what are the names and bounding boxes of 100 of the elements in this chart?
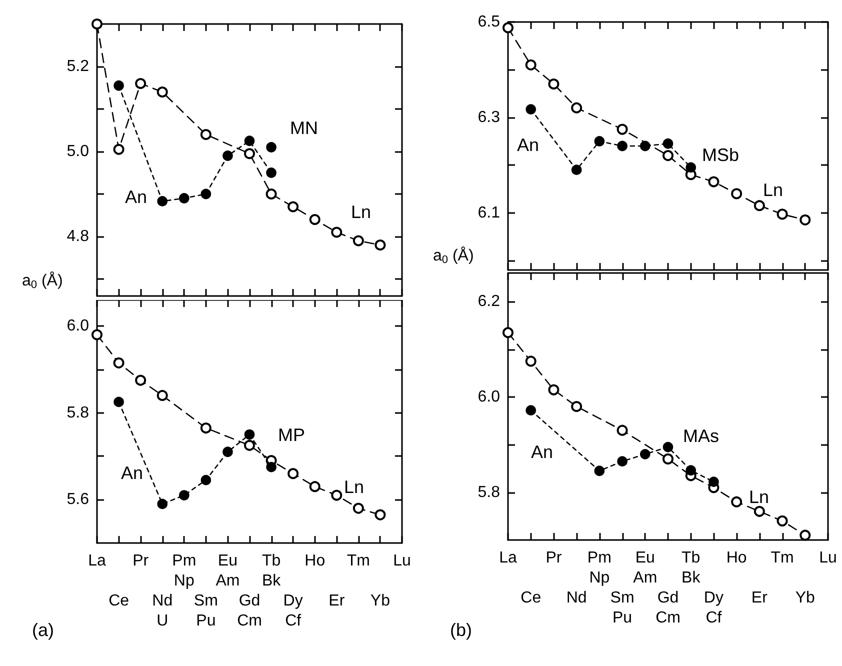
series-label: An [120, 463, 144, 483]
series-label: An [124, 187, 148, 207]
point [731, 188, 742, 200]
x-tick-label: Sm Pu [194, 592, 218, 630]
point [200, 188, 212, 200]
x-tick-label: Pr [546, 550, 562, 566]
point [754, 506, 765, 517]
point [309, 214, 320, 225]
point [662, 442, 674, 452]
point [92, 329, 102, 340]
series-label: Ln [762, 180, 784, 200]
point [374, 509, 386, 520]
x-tick-label: Nd U [152, 592, 173, 630]
point [640, 140, 650, 152]
point [640, 449, 650, 460]
x-tick-label: Er [328, 592, 346, 610]
point [244, 429, 255, 440]
point [754, 200, 765, 212]
point [244, 148, 255, 160]
point [776, 208, 788, 220]
point [157, 196, 168, 206]
x-tick-label: Lu [819, 550, 837, 566]
annotation: MAs [683, 426, 719, 446]
point [617, 140, 628, 152]
point [708, 476, 719, 487]
point [548, 384, 560, 396]
x-tick-label: Nd [566, 590, 587, 606]
x-tick-label: La [499, 550, 517, 566]
point [244, 440, 255, 451]
point [352, 502, 364, 514]
point [662, 150, 674, 162]
point [331, 490, 342, 501]
point [113, 357, 124, 368]
x-tick-label: Dy Cf [704, 590, 724, 626]
x-tick-label: Tb Bk [262, 552, 282, 590]
point [594, 466, 605, 476]
x-tick-label: La [88, 552, 106, 570]
x-tick-label: Tm [346, 552, 370, 570]
x-tick-label: Yb [370, 592, 390, 610]
y-tick-label: 5.2 [66, 58, 90, 75]
x-tick-label: Pr [132, 552, 150, 570]
text: (b) [450, 620, 472, 640]
point [352, 235, 364, 246]
text: (a) [32, 620, 54, 640]
point [331, 226, 342, 238]
point [200, 422, 212, 434]
y-tick-label: 6.1 [478, 204, 500, 222]
point [309, 481, 320, 492]
series-label: An [530, 442, 554, 462]
point [222, 446, 233, 458]
x-tick-label: Sm Pu [610, 590, 634, 626]
point [135, 78, 146, 89]
point [179, 193, 190, 204]
point [114, 80, 124, 91]
point [662, 138, 674, 149]
point [776, 515, 788, 526]
annotation: MN [290, 118, 318, 138]
point [266, 168, 276, 178]
point [502, 327, 514, 338]
y-tick-label: 6.5 [478, 14, 500, 30]
point [157, 498, 168, 510]
point [526, 104, 536, 114]
point [266, 462, 276, 472]
point [526, 405, 536, 416]
point [731, 496, 742, 508]
point [571, 401, 582, 412]
y-tick-label: 6.0 [478, 388, 500, 406]
y-tick-label: 5.8 [478, 484, 500, 501]
point [156, 390, 168, 401]
point [686, 162, 696, 173]
point [288, 201, 299, 212]
point [179, 490, 190, 500]
x-tick-label: Gd Cm [656, 590, 680, 626]
point [571, 164, 582, 175]
x-tick-label: Ce [108, 592, 130, 610]
y-tick-label: 6.0 [66, 318, 90, 335]
point [525, 59, 536, 70]
y-tick-label: 5.6 [66, 491, 90, 508]
x-tick-label: Pm Np [172, 552, 196, 590]
point [288, 468, 299, 480]
point [374, 240, 386, 250]
point [548, 78, 560, 90]
point [800, 530, 811, 541]
point [113, 144, 124, 155]
point [200, 474, 212, 486]
point [222, 150, 233, 161]
point [135, 374, 146, 386]
point [662, 453, 674, 464]
point [525, 356, 536, 367]
point [800, 214, 811, 226]
point [617, 456, 628, 466]
x-tick-label: Ce [520, 590, 542, 606]
x-tick-label: Ho [726, 550, 747, 566]
x-tick-label: Tm [770, 550, 794, 566]
x-tick-label: Ho [304, 552, 326, 570]
x-tick-label: Pm Np [587, 550, 612, 586]
x-tick-label: Yb [795, 590, 816, 606]
point [571, 102, 582, 114]
x-tick-label: Eu Am [633, 550, 658, 586]
point [616, 124, 628, 135]
